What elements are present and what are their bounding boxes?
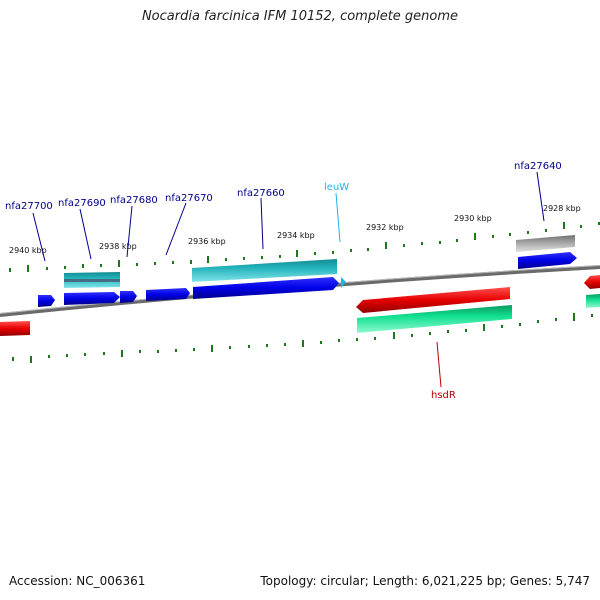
feature-green-hsdR[interactable] bbox=[357, 305, 512, 333]
kbp-label-2934: 2934 kbp bbox=[277, 231, 315, 240]
feature-green-right-edge[interactable] bbox=[586, 294, 600, 308]
gene-arrow-nfa27670[interactable] bbox=[146, 288, 190, 301]
feature-gray-nfa27640[interactable] bbox=[516, 235, 575, 252]
kbp-label-2940: 2940 kbp bbox=[9, 246, 47, 255]
outer-tick-row bbox=[9, 222, 600, 272]
leader-hsdR bbox=[436, 341, 442, 388]
accession-label: Accession: NC_006361 bbox=[9, 574, 146, 588]
gene-arrow-nfa27640[interactable] bbox=[518, 252, 577, 269]
leader-leuW bbox=[335, 192, 341, 243]
leader-nfa27700 bbox=[32, 212, 46, 262]
genome-summary: Topology: circular; Length: 6,021,225 bp… bbox=[260, 574, 590, 588]
trna-arrow-leuW[interactable] bbox=[341, 277, 346, 288]
gene-arrow-nfa27700[interactable] bbox=[38, 295, 55, 307]
leader-nfa27640 bbox=[536, 171, 545, 222]
gene-arrow-hsdR[interactable] bbox=[356, 287, 510, 313]
gene-label-hsdR[interactable]: hsdR bbox=[431, 390, 456, 401]
feature-teal-nfa27660[interactable] bbox=[192, 259, 337, 282]
gene-arrow-left-edge[interactable] bbox=[0, 321, 30, 336]
kbp-label-2932: 2932 kbp bbox=[366, 223, 404, 232]
inner-tick-row bbox=[12, 313, 593, 363]
gene-label-nfa27660[interactable]: nfa27660 bbox=[237, 188, 285, 199]
kbp-label-2936: 2936 kbp bbox=[188, 237, 226, 246]
leader-nfa27670 bbox=[165, 202, 187, 256]
gene-arrow-right-edge[interactable] bbox=[584, 275, 600, 289]
gene-arrow-nfa27680[interactable] bbox=[120, 291, 137, 303]
gene-label-nfa27690[interactable]: nfa27690 bbox=[58, 198, 106, 209]
gene-label-nfa27680[interactable]: nfa27680 bbox=[110, 195, 158, 206]
gene-label-nfa27640[interactable]: nfa27640 bbox=[514, 161, 562, 172]
leader-nfa27660 bbox=[260, 197, 264, 250]
gene-arrow-nfa27690[interactable] bbox=[64, 292, 120, 305]
gene-label-nfa27670[interactable]: nfa27670 bbox=[165, 193, 213, 204]
map-title: Nocardia farcinica IFM 10152, complete g… bbox=[141, 9, 459, 24]
leader-nfa27680 bbox=[126, 205, 133, 258]
gene-arrow-nfa27660[interactable] bbox=[193, 277, 339, 299]
kbp-label-2938: 2938 kbp bbox=[99, 242, 137, 251]
kbp-label-2928: 2928 kbp bbox=[543, 204, 581, 213]
gene-label-leuW[interactable]: leuW bbox=[324, 182, 349, 193]
gene-label-nfa27700[interactable]: nfa27700 bbox=[5, 201, 53, 212]
leader-nfa27690 bbox=[79, 208, 92, 260]
kbp-label-2930: 2930 kbp bbox=[454, 214, 492, 223]
